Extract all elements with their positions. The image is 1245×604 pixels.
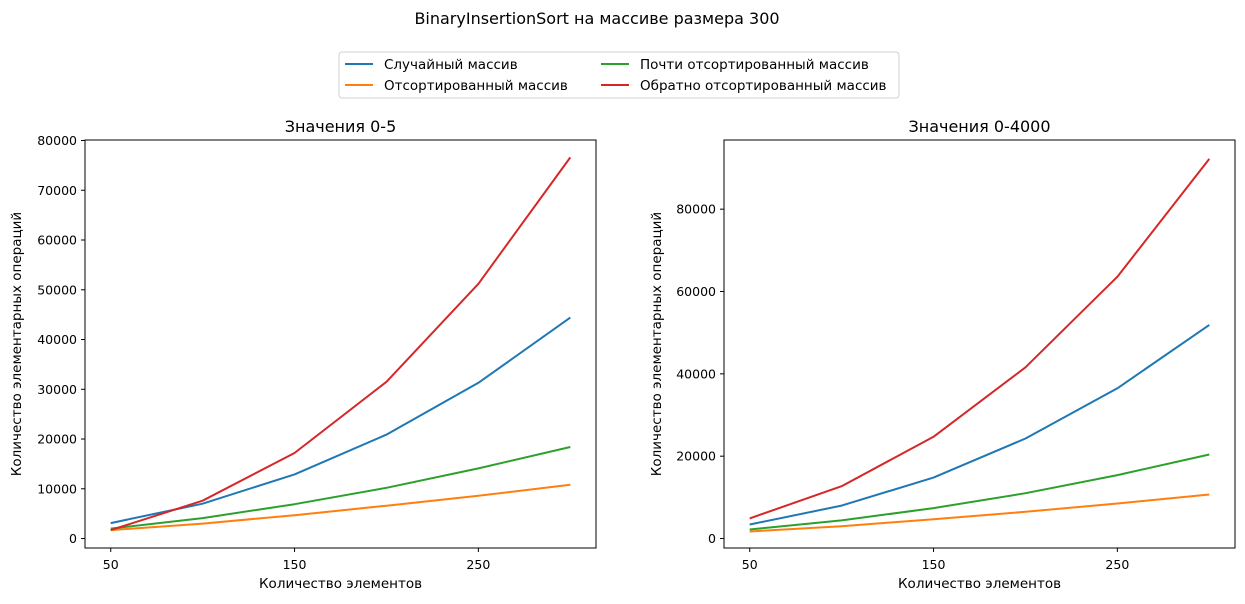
- x-axis-label-left: Количество элементов: [259, 576, 422, 592]
- y-tick-label: 10000: [37, 481, 77, 496]
- y-tick-label: 60000: [676, 284, 716, 299]
- legend-label-reversed: Обратно отсортированный массив: [640, 78, 887, 94]
- series-line-reversed-left: [110, 156, 572, 532]
- y-axis-label-right: Количество элементарных операций: [649, 212, 665, 476]
- legend-entry-almost-sorted: Почти отсортированный массив: [601, 57, 869, 73]
- y-tick-label: 60000: [37, 233, 77, 248]
- y-tick-label: 40000: [37, 332, 77, 347]
- legend-entry-random: Случайный массив: [345, 57, 518, 73]
- y-tick-label: 80000: [37, 133, 77, 148]
- series-line-reversed-right: [749, 158, 1211, 520]
- legend-label-almost-sorted: Почти отсортированный массив: [640, 57, 869, 73]
- chart-suptitle: BinaryInsertionSort на массиве размера 3…: [414, 9, 779, 28]
- legend-label-sorted: Отсортированный массив: [384, 78, 568, 94]
- x-tick-label: 150: [283, 557, 307, 572]
- x-tick-label: 50: [742, 557, 758, 572]
- subplot-right: 50 150 250 0 20000 40000 60000 80000 Значения 0-…: [649, 117, 1236, 592]
- y-tick-label: 70000: [37, 183, 77, 198]
- x-tick-label: 150: [922, 557, 946, 572]
- axes-frame-left: [84, 139, 597, 549]
- series-line-random-right: [749, 324, 1210, 526]
- series-line-almost-sorted-left: [110, 446, 571, 530]
- legend: Случайный массив Отсортированный массив …: [338, 51, 900, 99]
- y-tick-label: 80000: [676, 202, 716, 217]
- legend-entry-sorted: Отсортированный массив: [345, 78, 568, 94]
- subplot-title-right: Значения 0-4000: [908, 117, 1050, 136]
- y-tick-label: 0: [708, 531, 716, 546]
- legend-entry-reversed: Обратно отсортированный массив: [601, 78, 887, 94]
- y-tick-label: 50000: [37, 282, 77, 297]
- subplot-title-left: Значения 0-5: [285, 117, 397, 136]
- series-line-almost-sorted-right: [749, 453, 1210, 531]
- x-axis-label-right: Количество элементов: [898, 576, 1061, 592]
- y-tick-label: 0: [69, 531, 77, 546]
- series-line-random-left: [110, 316, 571, 525]
- x-tick-label: 50: [103, 557, 119, 572]
- series-line-sorted-right: [749, 493, 1210, 533]
- axes-frame-right: [723, 139, 1236, 549]
- y-tick-label: 40000: [676, 366, 716, 381]
- legend-frame: [338, 51, 900, 99]
- x-tick-label: 250: [466, 557, 490, 572]
- x-tick-label: 250: [1105, 557, 1129, 572]
- y-tick-label: 30000: [37, 382, 77, 397]
- subplot-left: 50 150 250 0 10000 20000 30000 40000 50000 60000 7…: [9, 117, 597, 592]
- y-tick-label: 20000: [37, 432, 77, 447]
- y-axis-label-left: Количество элементарных операций: [9, 212, 25, 476]
- legend-label-random: Случайный массив: [384, 57, 518, 73]
- series-line-sorted-left: [110, 483, 571, 532]
- y-tick-label: 20000: [676, 449, 716, 464]
